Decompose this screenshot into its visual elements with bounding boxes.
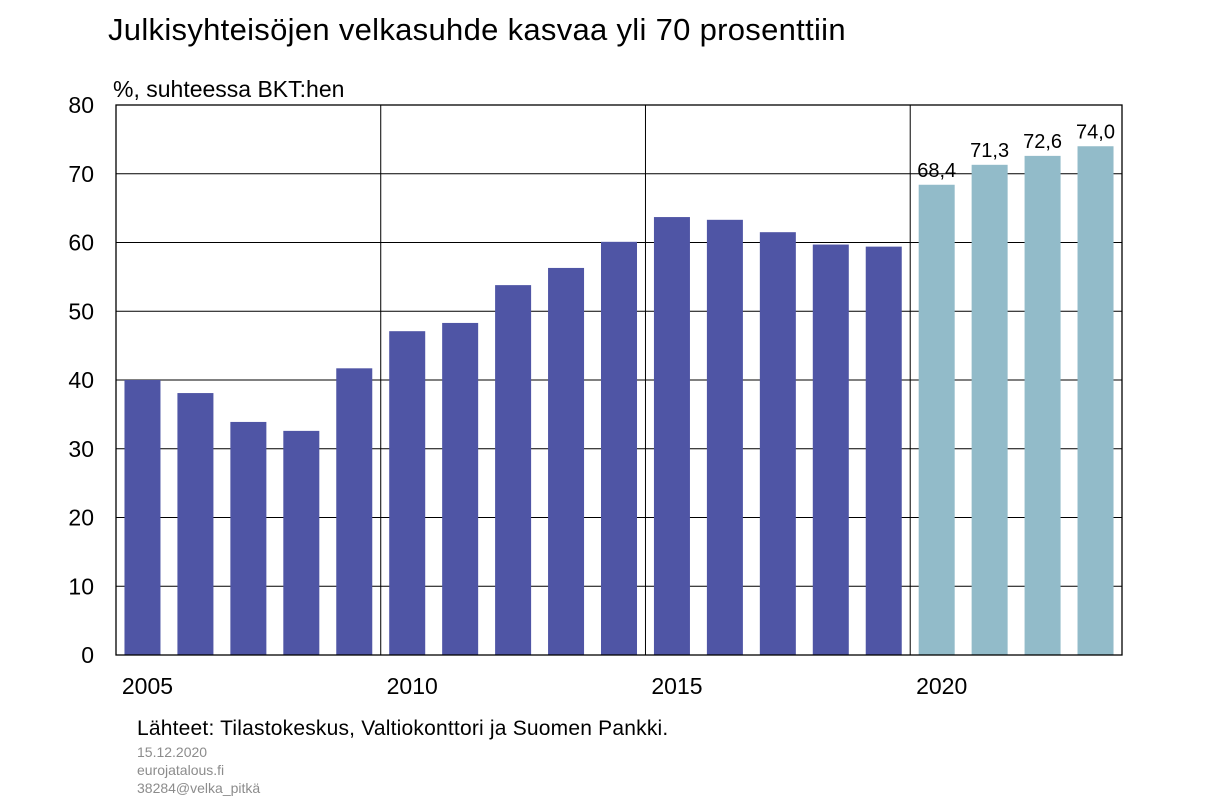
actual-bar (177, 393, 214, 655)
actual-bar (706, 219, 743, 655)
actual-bar (548, 267, 585, 655)
y-tick-label: 30 (68, 436, 94, 462)
y-tick-label: 70 (68, 161, 94, 187)
actual-bar (124, 380, 161, 655)
forecast-bar (971, 164, 1008, 655)
bars (124, 146, 1114, 655)
actual-bar (230, 421, 267, 655)
x-tick-label: 2020 (916, 673, 967, 699)
actual-bar (812, 244, 849, 655)
plot-frame (115, 104, 1123, 656)
actual-bar (442, 322, 479, 655)
actual-bar (865, 246, 902, 655)
y-tick-label: 60 (68, 230, 94, 256)
source-note: Lähteet: Tilastokeskus, Valtiokonttori j… (137, 717, 669, 740)
publication-date: 15.12.2020 (137, 744, 208, 760)
x-tick-label: 2005 (122, 673, 173, 699)
data-label: 74,0 (1076, 121, 1115, 143)
y-tick-label: 10 (68, 573, 94, 599)
forecast-bar (1077, 146, 1114, 655)
actual-bar (759, 232, 796, 655)
actual-bar (283, 430, 320, 655)
chart-code: 38284@velka_pitkä (137, 780, 261, 796)
y-tick-label: 0 (81, 642, 94, 668)
actual-bar (336, 368, 373, 655)
x-tick-label: 2015 (651, 673, 702, 699)
actual-bar (600, 241, 638, 655)
data-labels: 68,4 71,3 72,6 74,0 (917, 121, 1115, 182)
y-tick-label: 40 (68, 367, 94, 393)
forecast-bar (918, 184, 955, 655)
chart-title: Julkisyhteisöjen velkasuhde kasvaa yli 7… (108, 12, 846, 47)
y-tick-label: 50 (68, 298, 94, 324)
y-tick-label: 80 (68, 92, 94, 118)
actual-bar (389, 331, 426, 655)
actual-bar (653, 217, 690, 655)
actual-bar (495, 285, 532, 655)
data-label: 68,4 (917, 160, 956, 182)
data-label: 72,6 (1023, 131, 1062, 153)
publisher-site: eurojatalous.fi (137, 762, 225, 778)
y-axis-ticks: 0 10 20 30 40 50 60 70 80 (68, 92, 94, 668)
y-tick-label: 20 (68, 505, 94, 531)
x-axis-ticks: 2005 2010 2015 2020 (122, 673, 967, 699)
x-tick-label: 2010 (387, 673, 438, 699)
forecast-bar (1024, 155, 1061, 655)
data-label: 71,3 (970, 140, 1009, 162)
y-axis-label: %, suhteessa BKT:hen (113, 76, 344, 102)
